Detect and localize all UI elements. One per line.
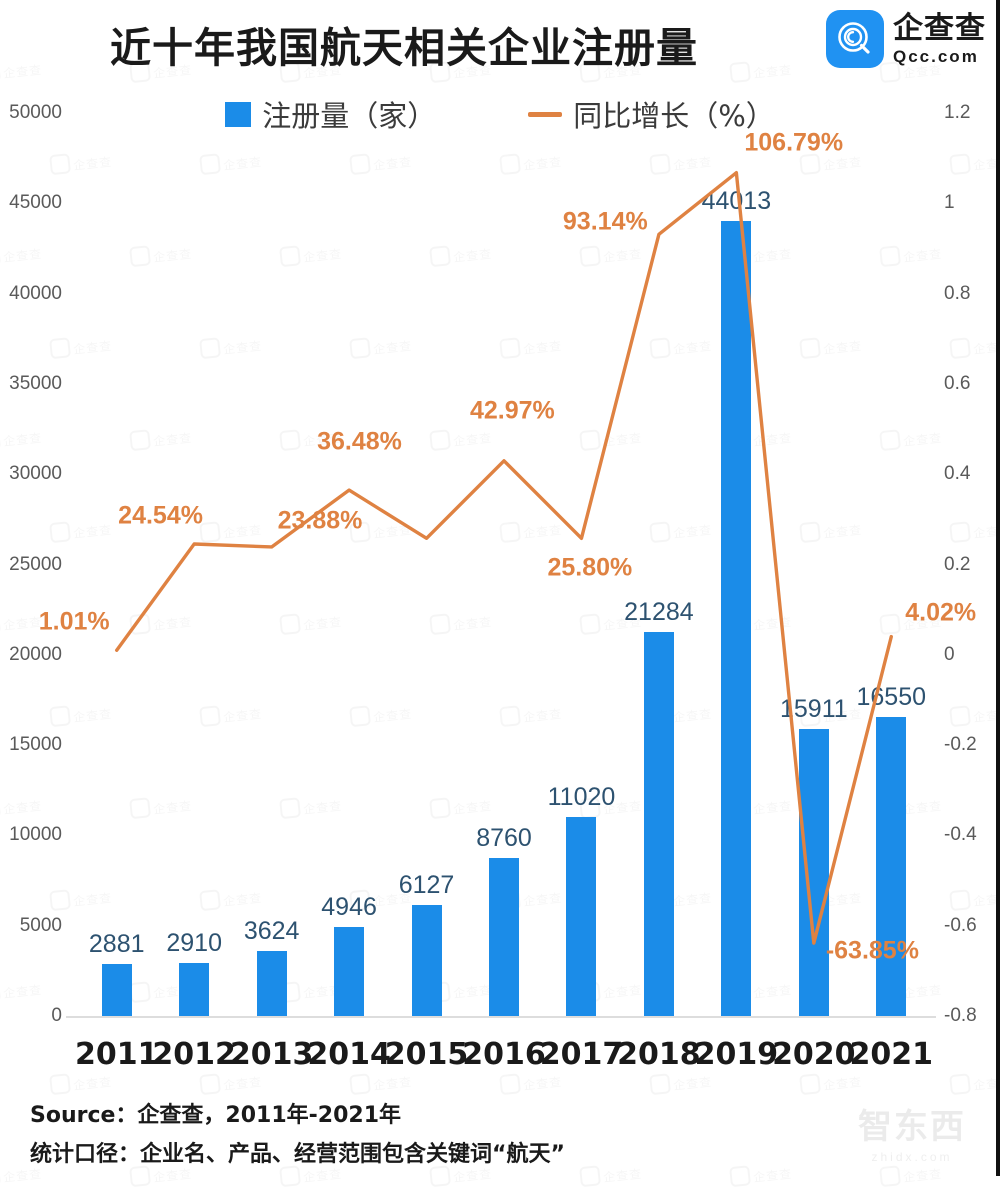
- bar-2014[interactable]: [334, 926, 365, 1016]
- y-axis-tick-label: 15000: [9, 734, 62, 756]
- x-axis-tick-2012: 2012: [152, 1037, 236, 1072]
- bar-2018[interactable]: [643, 631, 674, 1016]
- qcc-logo-en: Qcc.com: [893, 46, 979, 66]
- bar-value-label-2017: 11020: [547, 782, 616, 811]
- y2-axis-tick-label: -0.4: [944, 824, 977, 846]
- growth-label-2014: 36.48%: [317, 427, 402, 456]
- x-axis-tick-2013: 2013: [229, 1037, 314, 1072]
- bar-2021[interactable]: [876, 717, 907, 1016]
- bar-2013[interactable]: [256, 950, 287, 1016]
- y-axis-tick-label: 10000: [9, 824, 62, 846]
- bar-value-label-2018: 21284: [624, 597, 694, 626]
- y2-axis-tick-label: 0.8: [944, 282, 971, 304]
- growth-label-2019: 106.79%: [744, 128, 844, 157]
- x-axis-tick-2014: 2014: [307, 1037, 391, 1072]
- y2-axis-tick-label: 0: [944, 643, 955, 665]
- chart-header: 近十年我国航天相关企业注册量 企查查 Qcc.com: [0, 0, 1000, 86]
- x-axis-baseline: [66, 1016, 936, 1018]
- zhidx-watermark-cn: 智东西: [858, 1106, 966, 1147]
- bar-2019[interactable]: [721, 221, 752, 1016]
- growth-label-2016: 42.97%: [470, 396, 555, 425]
- y2-axis-tick-label: 0.6: [944, 372, 971, 394]
- legend-swatch-line-icon: [528, 111, 563, 117]
- x-axis-tick-2015: 2015: [384, 1037, 469, 1072]
- qcc-logo: 企查查 Qcc.com: [826, 10, 986, 68]
- bar-2017[interactable]: [566, 816, 597, 1016]
- growth-label-2020: -63.85%: [825, 936, 919, 965]
- y-axis-tick-label: 35000: [9, 372, 62, 394]
- footer-source-line: Source：企查查，2011年-2021年: [30, 1103, 402, 1128]
- y-axis-tick-label: 40000: [9, 282, 62, 304]
- legend-label-bars: 注册量（家）: [262, 99, 437, 133]
- x-axis-tick-2016: 2016: [462, 1037, 546, 1072]
- qcc-logo-mark-icon: [826, 10, 884, 68]
- x-axis-tick-2019: 2019: [694, 1037, 779, 1072]
- y2-axis-tick-label: 0.4: [944, 463, 971, 485]
- growth-label-2017: 25.80%: [547, 553, 633, 582]
- zhidx-watermark: 智东西 zhidx.com: [842, 1094, 982, 1168]
- y-axis-tick-label: 0: [51, 1005, 62, 1026]
- growth-label-2012: 24.54%: [118, 501, 203, 530]
- x-axis-tick-2018: 2018: [617, 1037, 701, 1072]
- x-axis-tick-2017: 2017: [539, 1037, 624, 1072]
- bar-value-label-2014: 4946: [321, 892, 377, 921]
- bar-2015[interactable]: [411, 905, 442, 1016]
- bar-2011[interactable]: [101, 963, 132, 1016]
- growth-label-2018: 93.14%: [562, 207, 648, 236]
- qcc-logo-cn: 企查查: [893, 10, 986, 46]
- x-axis-tick-2011: 2011: [74, 1037, 159, 1072]
- bar-2016[interactable]: [489, 857, 519, 1016]
- x-axis-tick-2020: 2020: [772, 1037, 856, 1072]
- bar-value-label-2013: 3624: [243, 916, 300, 945]
- y-axis-tick-label: 25000: [9, 553, 62, 575]
- y-axis-tick-label: 30000: [9, 463, 62, 485]
- y-axis-tick-label: 50000: [9, 102, 62, 123]
- y-axis-tick-label: 5000: [19, 914, 62, 936]
- footer-scope-line: 统计口径：企业名、产品、经营范围包含关键词“航天”: [30, 1142, 565, 1167]
- growth-label-2011: 1.01%: [38, 607, 110, 636]
- right-edge-border: [996, 0, 1000, 1176]
- page-title: 近十年我国航天相关企业注册量: [110, 24, 698, 72]
- chart-legend: 注册量（家） 同比增长（%）: [0, 93, 1000, 135]
- growth-label-2013: 23.88%: [277, 506, 363, 535]
- bar-value-label-2012: 2910: [166, 929, 222, 958]
- bar-2012[interactable]: [179, 963, 210, 1016]
- y2-axis-tick-label: 1.2: [944, 102, 971, 123]
- y-axis-tick-label: 45000: [9, 192, 62, 214]
- bar-value-label-2015: 6127: [398, 871, 455, 900]
- y2-axis-tick-label: -0.6: [944, 914, 977, 936]
- y2-axis-tick-label: 0.2: [944, 553, 971, 575]
- y2-axis-tick-label: -0.2: [944, 734, 977, 756]
- legend-item-bars[interactable]: 注册量（家）: [225, 93, 436, 135]
- y2-axis-tick-label: -0.8: [944, 1005, 977, 1026]
- bar-value-label-2021: 16550: [856, 683, 927, 712]
- x-axis-tick-2021: 2021: [849, 1037, 934, 1072]
- growth-label-2021: 4.02%: [905, 598, 977, 627]
- bar-value-label-2016: 8760: [476, 823, 532, 852]
- legend-item-line[interactable]: 同比增长（%）: [528, 93, 775, 135]
- chart-footer: Source：企查查，2011年-2021年 统计口径：企业名、产品、经营范围包…: [30, 1097, 565, 1175]
- legend-swatch-bar-icon: [225, 101, 252, 127]
- bar-2020[interactable]: [798, 728, 829, 1016]
- y-axis-tick-label: 20000: [9, 643, 62, 665]
- legend-label-line: 同比增长（%）: [573, 99, 775, 133]
- bar-value-label-2011: 2881: [88, 929, 145, 958]
- y2-axis-tick-label: 1: [944, 192, 955, 214]
- zhidx-watermark-en: zhidx.com: [871, 1149, 953, 1164]
